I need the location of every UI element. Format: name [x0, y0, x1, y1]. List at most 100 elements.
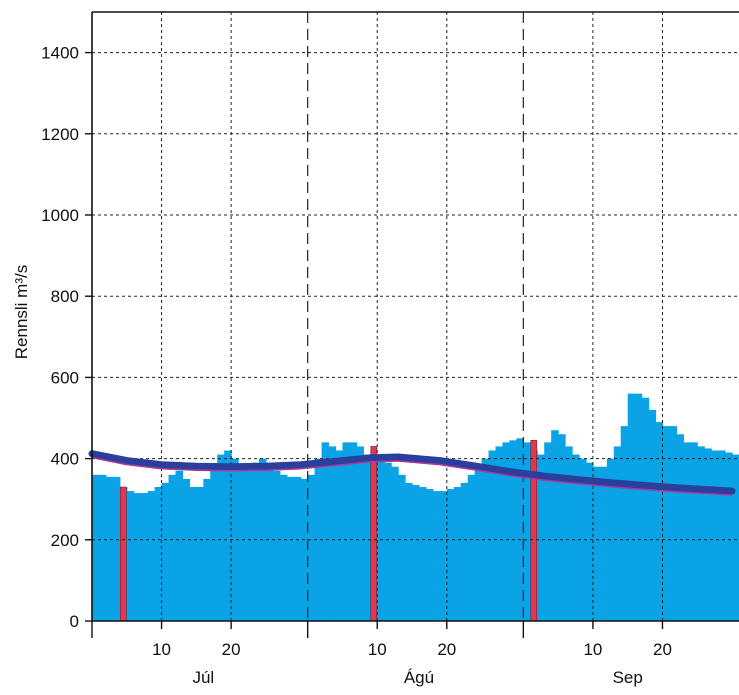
- y-tick-label: 1200: [41, 125, 79, 144]
- flow-bar: [585, 462, 594, 621]
- x-tick-label: 10: [152, 640, 171, 659]
- flow-bar: [544, 442, 552, 621]
- flow-bar: [572, 454, 580, 621]
- flow-bar: [697, 446, 705, 621]
- measurement-bar: [120, 486, 127, 622]
- y-tick-label: 800: [51, 287, 79, 306]
- flow-bar: [217, 454, 225, 621]
- flow-bar: [224, 450, 232, 621]
- flow-bar: [669, 426, 677, 621]
- month-label: Ágú: [404, 668, 434, 687]
- flow-bar: [565, 446, 573, 621]
- x-tick-label: 20: [222, 640, 241, 659]
- flow-bar: [704, 448, 712, 621]
- flow-bar: [516, 438, 524, 621]
- flow-bar: [634, 393, 643, 621]
- flow-bar: [718, 450, 726, 621]
- x-tick-label: 10: [368, 640, 387, 659]
- y-axis-title: Rennsli m³/s: [12, 265, 31, 359]
- flow-bar: [641, 397, 650, 621]
- flow-bar: [578, 458, 587, 621]
- flow-bar: [328, 446, 337, 621]
- flow-bar: [418, 487, 427, 621]
- flow-bar: [425, 489, 434, 621]
- flow-bar: [154, 487, 163, 621]
- flow-bar: [314, 458, 323, 621]
- month-label: Júl: [192, 668, 214, 687]
- flow-bar: [189, 487, 197, 621]
- flow-bar: [627, 393, 636, 621]
- flow-bar: [286, 476, 295, 621]
- flow-bar: [335, 450, 344, 621]
- flow-bar: [279, 474, 288, 621]
- flow-bar: [203, 478, 211, 621]
- flow-bar: [196, 487, 204, 621]
- flow-bar: [488, 450, 497, 621]
- flow-bar: [321, 442, 330, 621]
- flow-bar: [460, 482, 469, 621]
- flow-bar: [558, 434, 566, 621]
- y-tick-label: 1000: [41, 206, 79, 225]
- flow-bar: [620, 426, 629, 621]
- flow-bar: [168, 474, 177, 621]
- flow-bar: [655, 422, 664, 621]
- flow-bar: [648, 409, 657, 621]
- flow-bars: [92, 393, 739, 621]
- y-tick-label: 0: [70, 612, 79, 631]
- flow-bar: [523, 442, 531, 621]
- mean-curve: [88, 450, 736, 496]
- flow-bar: [467, 474, 476, 621]
- flow-bar: [662, 426, 671, 621]
- flow-bar: [551, 430, 559, 621]
- flow-bar: [398, 474, 406, 621]
- flow-bar: [599, 466, 608, 621]
- flow-bar: [307, 474, 316, 621]
- y-tick-label: 600: [51, 368, 79, 387]
- measurement-bar: [370, 446, 378, 622]
- flow-bar: [231, 458, 239, 621]
- flow-bar: [592, 466, 601, 621]
- flow-bar: [384, 462, 392, 621]
- flow-bar: [363, 454, 371, 621]
- flow-bar: [412, 484, 420, 621]
- flow-bar: [349, 442, 357, 621]
- y-tick-label: 400: [51, 450, 79, 469]
- flow-bar: [495, 446, 504, 621]
- flow-bar: [245, 470, 253, 621]
- flow-bar: [300, 478, 309, 621]
- y-tick-label: 1400: [41, 44, 79, 63]
- mean-curve-line: [88, 450, 736, 495]
- flow-bar: [342, 442, 351, 621]
- flow-bar: [272, 470, 281, 621]
- measurement-bar: [530, 440, 538, 622]
- flow-bar: [161, 482, 170, 621]
- flow-bar: [725, 452, 733, 621]
- y-tick-label: 200: [51, 531, 79, 550]
- flow-bar: [474, 466, 483, 621]
- flow-bar: [210, 470, 218, 621]
- flow-bar: [613, 446, 622, 621]
- flow-bar: [182, 478, 190, 621]
- flow-bar: [252, 462, 260, 621]
- flow-bar: [133, 493, 142, 621]
- flow-bar: [140, 493, 149, 621]
- flow-bar: [711, 450, 719, 621]
- flow-bar: [105, 476, 114, 621]
- flow-bar: [537, 454, 545, 621]
- flow-bar: [446, 489, 455, 621]
- flow-bar: [432, 491, 441, 621]
- flow-bar: [391, 466, 399, 621]
- flow-bar: [265, 462, 274, 621]
- flow-bar: [92, 474, 100, 621]
- axis-labels: 0 200 400 600 800 1000 1200 1400 10 20 10 20 10 20 Júl…: [41, 44, 672, 687]
- flow-bar: [453, 487, 462, 621]
- flow-bar: [238, 466, 246, 621]
- flow-bar: [502, 442, 511, 621]
- flow-bar: [439, 491, 448, 621]
- flow-bar: [293, 476, 302, 621]
- mean-curve-edge: [91, 456, 733, 496]
- flow-bar: [509, 440, 517, 621]
- axes: [85, 11, 739, 638]
- x-tick-label: 20: [653, 640, 672, 659]
